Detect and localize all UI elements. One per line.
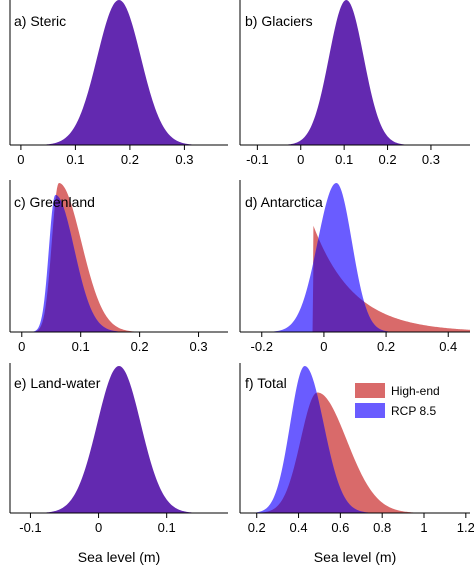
greenland-tick-label: 0.1 [72, 339, 90, 354]
panel-antarctica: -0.2 0 0.2 0.4 d) Antarctica [239, 180, 470, 354]
greenland-tick-label: 0.3 [190, 339, 208, 354]
greenland-rcp-8-5-area [10, 194, 228, 332]
glaciers-tick-label: 0.1 [335, 152, 353, 167]
legend-label-rcp85: RCP 8.5 [391, 404, 436, 418]
panel-land-water: -0.1 0 0.1 e) Land-water [9, 363, 228, 535]
panel-steric-title: a) Steric [14, 13, 66, 29]
total-tick-label: 0.2 [248, 520, 266, 535]
antarctica-tick-label: 0.4 [439, 339, 457, 354]
x-axis-title-left: Sea level (m) [78, 549, 160, 565]
glaciers-density-area [240, 0, 470, 145]
steric-tick-label: 0.3 [175, 152, 193, 167]
greenland-tick-label: 0.2 [131, 339, 149, 354]
panel-glaciers-title: b) Glaciers [245, 13, 313, 29]
total-tick-label: 1.2 [457, 520, 474, 535]
antarctica-tick-label: 0.2 [377, 339, 395, 354]
panel-glaciers-curves [240, 0, 470, 145]
land-water-density-area [10, 366, 228, 513]
total-overlap-area [240, 392, 470, 513]
x-axis-title-right: Sea level (m) [314, 549, 396, 565]
antarctica-tick-label: 0 [320, 339, 327, 354]
glaciers-tick-label: -0.1 [246, 152, 268, 167]
glaciers-tick-label: 0.2 [379, 152, 397, 167]
legend: High-end RCP 8.5 [355, 383, 440, 418]
panel-greenland-curves [10, 183, 228, 332]
legend-swatch-rcp85 [355, 403, 385, 418]
panel-glaciers: -0.1 0 0.1 0.2 0.3 b) Glaciers [239, 0, 470, 167]
panel-steric: 0 0.1 0.2 0.3 a) Steric [9, 0, 228, 167]
antarctica-tick-label: -0.2 [251, 339, 273, 354]
panel-greenland: 0 0.1 0.2 0.3 c) Greenland [9, 180, 228, 354]
panel-total-title: f) Total [245, 375, 287, 391]
panel-greenland-title: c) Greenland [14, 194, 95, 210]
panel-steric-ticks: 0 0.1 0.2 0.3 [17, 145, 193, 167]
panel-antarctica-title: d) Antarctica [245, 194, 323, 210]
total-tick-label: 0.4 [290, 520, 308, 535]
panel-greenland-ticks: 0 0.1 0.2 0.3 [18, 332, 208, 354]
panel-total-ticks: 0.2 0.4 0.6 0.8 1 1.2 [248, 513, 474, 535]
land-water-tick-label: -0.1 [19, 520, 41, 535]
total-tick-label: 0.6 [331, 520, 349, 535]
panel-antarctica-ticks: -0.2 0 0.2 0.4 [251, 332, 457, 354]
total-tick-label: 0.8 [373, 520, 391, 535]
panel-land-water-curves [10, 366, 228, 513]
land-water-tick-label: 0.1 [158, 520, 176, 535]
glaciers-tick-label: 0 [297, 152, 304, 167]
panel-antarctica-curves [240, 183, 470, 332]
greenland-overlap-area [10, 195, 228, 332]
panel-glaciers-ticks: -0.1 0 0.1 0.2 0.3 [246, 145, 440, 167]
steric-tick-label: 0.1 [66, 152, 84, 167]
land-water-tick-label: 0 [95, 520, 102, 535]
steric-tick-label: 0 [17, 152, 24, 167]
legend-label-high-end: High-end [391, 384, 440, 398]
panel-steric-curves [10, 0, 228, 145]
steric-tick-label: 0.2 [121, 152, 139, 167]
glaciers-tick-label: 0.3 [422, 152, 440, 167]
panel-land-water-title: e) Land-water [14, 375, 101, 391]
steric-density-area [10, 0, 228, 145]
legend-swatch-high-end [355, 383, 385, 398]
greenland-tick-label: 0 [18, 339, 25, 354]
panel-total: 0.2 0.4 0.6 0.8 1 1.2 f) Total High-end RCP 8… [239, 363, 474, 535]
total-tick-label: 1 [420, 520, 427, 535]
antarctica-overlap-area [240, 238, 470, 332]
panel-land-water-ticks: -0.1 0 0.1 [19, 513, 176, 535]
panel-total-curves [240, 366, 470, 513]
